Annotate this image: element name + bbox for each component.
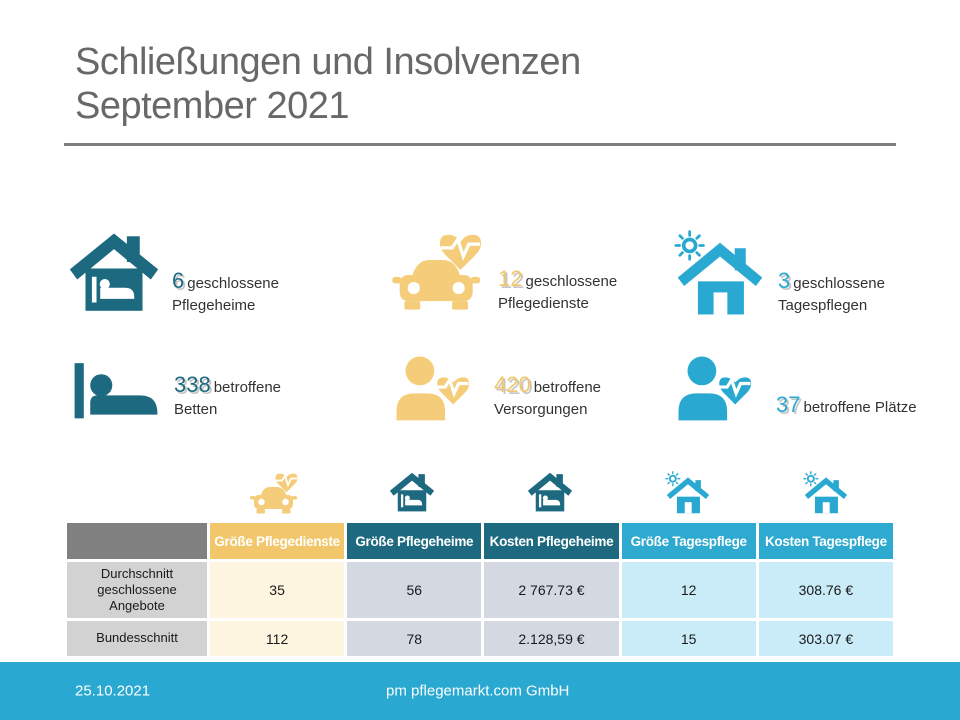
table-header-kosten-pflegeheime: Kosten Pflegeheime	[484, 523, 619, 559]
table-header-blank	[67, 523, 207, 559]
footer-company: pm pflegemarkt.com GmbH	[386, 682, 570, 700]
stat-value: 37	[776, 392, 801, 418]
day-care-house-sun-icon	[674, 228, 766, 320]
page-title: Schließungen und Insolvenzen September 2…	[75, 40, 875, 128]
table-cell: 35	[210, 562, 345, 618]
stat-affected-beds: 338 betroffene Betten	[70, 352, 326, 424]
row-label: Bundesschnitt	[67, 621, 207, 656]
title-divider	[64, 143, 896, 146]
table-cell: 15	[621, 621, 756, 656]
row-label: Durchschnitt geschlossene Angebote	[67, 562, 207, 618]
stat-value: 12	[498, 266, 523, 292]
closures-statistics-table: Größe Pflegedienste Größe Pflegeheime Ko…	[64, 520, 896, 659]
care-service-car-icon	[392, 232, 486, 318]
page-title-line1: Schließungen und Insolvenzen	[75, 41, 581, 83]
stat-text: 6 geschlossene Pflegeheime	[172, 266, 324, 320]
patient-pulse-icon	[674, 352, 764, 424]
stat-label: betroffene Betten	[174, 379, 281, 418]
table-column-icon-day-care	[803, 470, 849, 516]
table-column-icon-care-service-car	[250, 472, 300, 518]
footer-date: 25.10.2021	[75, 682, 151, 700]
stat-value: 420	[494, 372, 531, 398]
stat-closed-day-cares: 3 geschlossene Tagespflegen	[674, 228, 930, 320]
stat-text: 12 geschlossene Pflegedienste	[498, 264, 650, 318]
table-cell: 56	[347, 562, 482, 618]
table-row-durchschnitt: Durchschnitt geschlossene Angebote 35 56…	[67, 562, 893, 618]
table-cell: 78	[347, 621, 482, 656]
stat-text: 420 betroffene Versorgungen	[494, 370, 646, 424]
table-cell: 303.07 €	[758, 621, 893, 656]
table-row-bundesschnitt: Bundesschnitt 112 78 2.128,59 € 15 303.0…	[67, 621, 893, 656]
page-title-line2: September 2021	[75, 85, 349, 127]
stat-value: 6	[172, 268, 185, 294]
stat-label: geschlossene Pflegedienste	[498, 273, 618, 312]
table-cell: 12	[621, 562, 756, 618]
stat-label: geschlossene Pflegeheime	[172, 275, 279, 314]
table-column-icon-nursing-home	[527, 470, 573, 516]
table-cell: 2.128,59 €	[484, 621, 619, 656]
nursing-home-bed-icon	[68, 228, 160, 320]
table-column-icon-nursing-home	[389, 470, 435, 516]
bed-icon	[70, 352, 162, 424]
stat-text: 3 geschlossene Tagespflegen	[778, 266, 930, 320]
stat-value: 338	[174, 372, 211, 398]
stat-closed-nursing-homes: 6 geschlossene Pflegeheime	[68, 228, 324, 320]
table-column-icon-day-care	[665, 470, 711, 516]
stat-affected-provisions: 420 betroffene Versorgungen	[392, 352, 646, 424]
table-cell: 2 767.73 €	[484, 562, 619, 618]
table-header-kosten-tagespflege: Kosten Tagespflege	[758, 523, 893, 559]
table-header-groesse-tagespflege: Größe Tagespflege	[621, 523, 756, 559]
table-cell: 112	[210, 621, 345, 656]
stat-label: geschlossene Tagespflegen	[778, 275, 885, 314]
table-header-row: Größe Pflegedienste Größe Pflegeheime Ko…	[67, 523, 893, 559]
stat-value: 3	[778, 268, 791, 294]
stat-text: 338 betroffene Betten	[174, 370, 326, 424]
stat-label: betroffene Plätze	[803, 399, 917, 417]
footer-bar: 25.10.2021 pm pflegemarkt.com GmbH	[0, 662, 960, 720]
stat-text: 37 betroffene Plätze	[776, 390, 928, 424]
table-cell: 308.76 €	[758, 562, 893, 618]
stat-label: betroffene Versorgungen	[494, 379, 601, 418]
stat-closed-care-services: 12 geschlossene Pflegedienste	[392, 232, 650, 318]
table-header-groesse-pflegeheime: Größe Pflegeheime	[347, 523, 482, 559]
table-header-groesse-pflegedienste: Größe Pflegedienste	[210, 523, 345, 559]
patient-pulse-icon	[392, 352, 482, 424]
stat-affected-places: 37 betroffene Plätze	[674, 352, 928, 424]
